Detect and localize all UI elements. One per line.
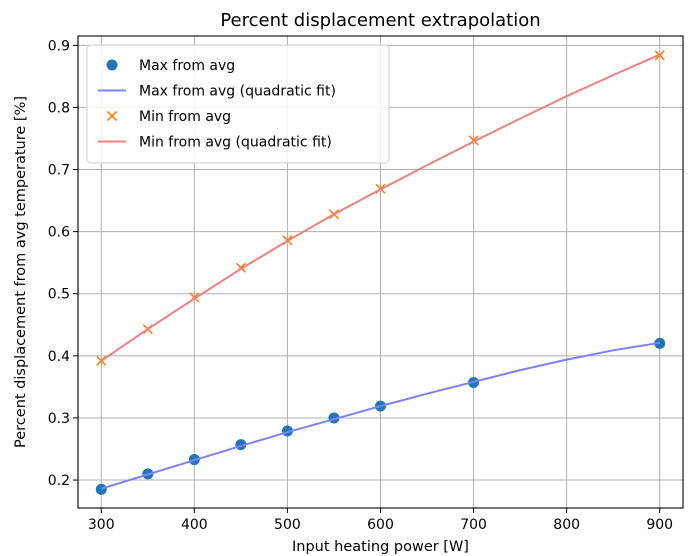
legend-item: Max from avg bbox=[106, 58, 235, 74]
x-tick-label: 700 bbox=[460, 517, 487, 533]
y-tick-label: 0.9 bbox=[48, 38, 70, 54]
series-1 bbox=[101, 341, 660, 490]
legend-item: Min from avg bbox=[106, 109, 231, 125]
legend-box bbox=[86, 44, 390, 164]
y-tick-label: 0.3 bbox=[48, 411, 70, 427]
legend-item: Max from avg (quadratic fit) bbox=[98, 84, 336, 100]
legend-label: Max from avg (quadratic fit) bbox=[139, 84, 336, 100]
data-point bbox=[95, 483, 107, 495]
legend-label: Max from avg bbox=[139, 58, 235, 74]
y-tick-label: 0.5 bbox=[48, 287, 70, 303]
legend-marker-swatch bbox=[106, 110, 118, 122]
x-tick-label: 300 bbox=[88, 517, 115, 533]
y-tick-label: 0.4 bbox=[48, 349, 70, 365]
x-tick-label: 400 bbox=[181, 517, 208, 533]
legend-label: Min from avg (quadratic fit) bbox=[139, 135, 332, 151]
y-axis-label: Percent displacement from avg temperatur… bbox=[13, 96, 29, 448]
x-tick-label: 600 bbox=[367, 517, 394, 533]
legend: Max from avg Max from avg (quadratic fit)… bbox=[86, 44, 390, 164]
series-3 bbox=[100, 53, 661, 362]
y-tick-label: 0.8 bbox=[48, 100, 70, 116]
plot-series bbox=[95, 50, 666, 495]
y-tick-label: 0.2 bbox=[48, 473, 70, 489]
ticks: 300 400 500 600 700 800 900 0.2 0.3 0.4 0.5 0.6 0.7 0… bbox=[48, 38, 673, 533]
x-tick-label: 900 bbox=[646, 517, 673, 533]
legend-item: Min from avg (quadratic fit) bbox=[98, 135, 332, 151]
series-line bbox=[101, 341, 660, 490]
y-tick-label: 0.6 bbox=[48, 225, 70, 241]
legend-marker-swatch bbox=[106, 59, 118, 71]
series-line bbox=[100, 53, 661, 362]
chart-title: Percent displacement extrapolation bbox=[220, 10, 540, 31]
x-axis-label: Input heating power [W] bbox=[292, 539, 469, 555]
y-tick-label: 0.7 bbox=[48, 163, 70, 179]
series-0 bbox=[95, 337, 666, 495]
x-tick-label: 500 bbox=[274, 517, 301, 533]
x-tick-label: 800 bbox=[553, 517, 580, 533]
legend-label: Min from avg bbox=[139, 109, 231, 125]
